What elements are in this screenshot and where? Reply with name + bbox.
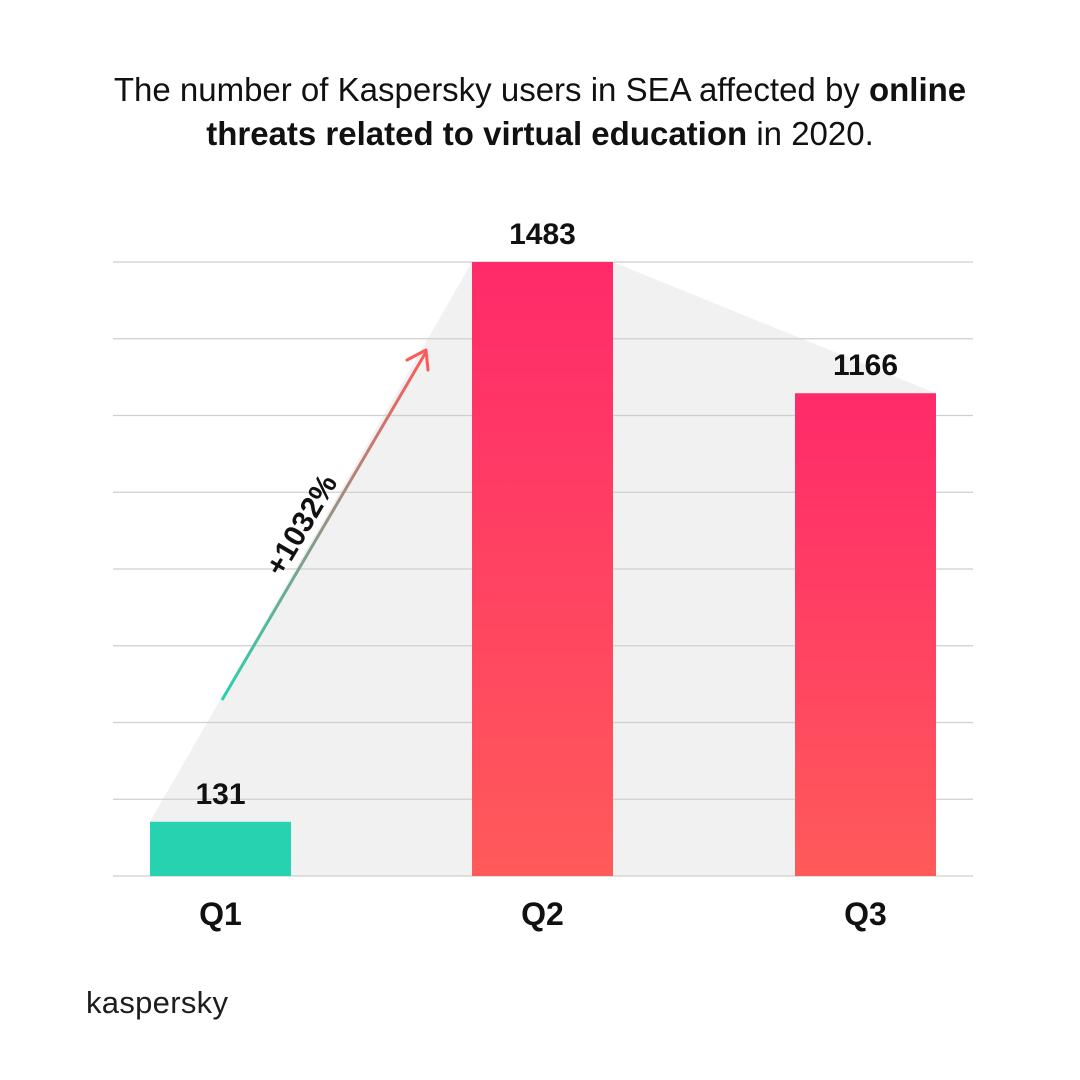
title-text: The number of Kaspersky users in SEA aff… — [113, 71, 869, 108]
growth-arrow — [220, 351, 428, 701]
chart-title: The number of Kaspersky users in SEA aff… — [60, 68, 1020, 156]
title-emphasis: online threats related to virtual educat… — [206, 71, 967, 152]
bars — [150, 262, 936, 876]
growth-arrow-layer — [220, 348, 430, 701]
category-label-q1: Q1 — [199, 896, 242, 932]
bar-q2 — [472, 262, 613, 876]
category-label-q2: Q2 — [521, 896, 564, 932]
kaspersky-logo: kaspersky — [86, 985, 229, 1020]
value-label-q1: 131 — [195, 778, 245, 811]
bar-q1 — [150, 821, 291, 876]
arrowhead-icon — [405, 348, 430, 372]
value-label-q3: 1166 — [833, 349, 898, 382]
value-label-q2: 1483 — [509, 218, 576, 251]
title-tail: in 2020. — [747, 115, 874, 152]
bar-q3 — [795, 393, 936, 876]
category-label-q3: Q3 — [844, 896, 887, 932]
